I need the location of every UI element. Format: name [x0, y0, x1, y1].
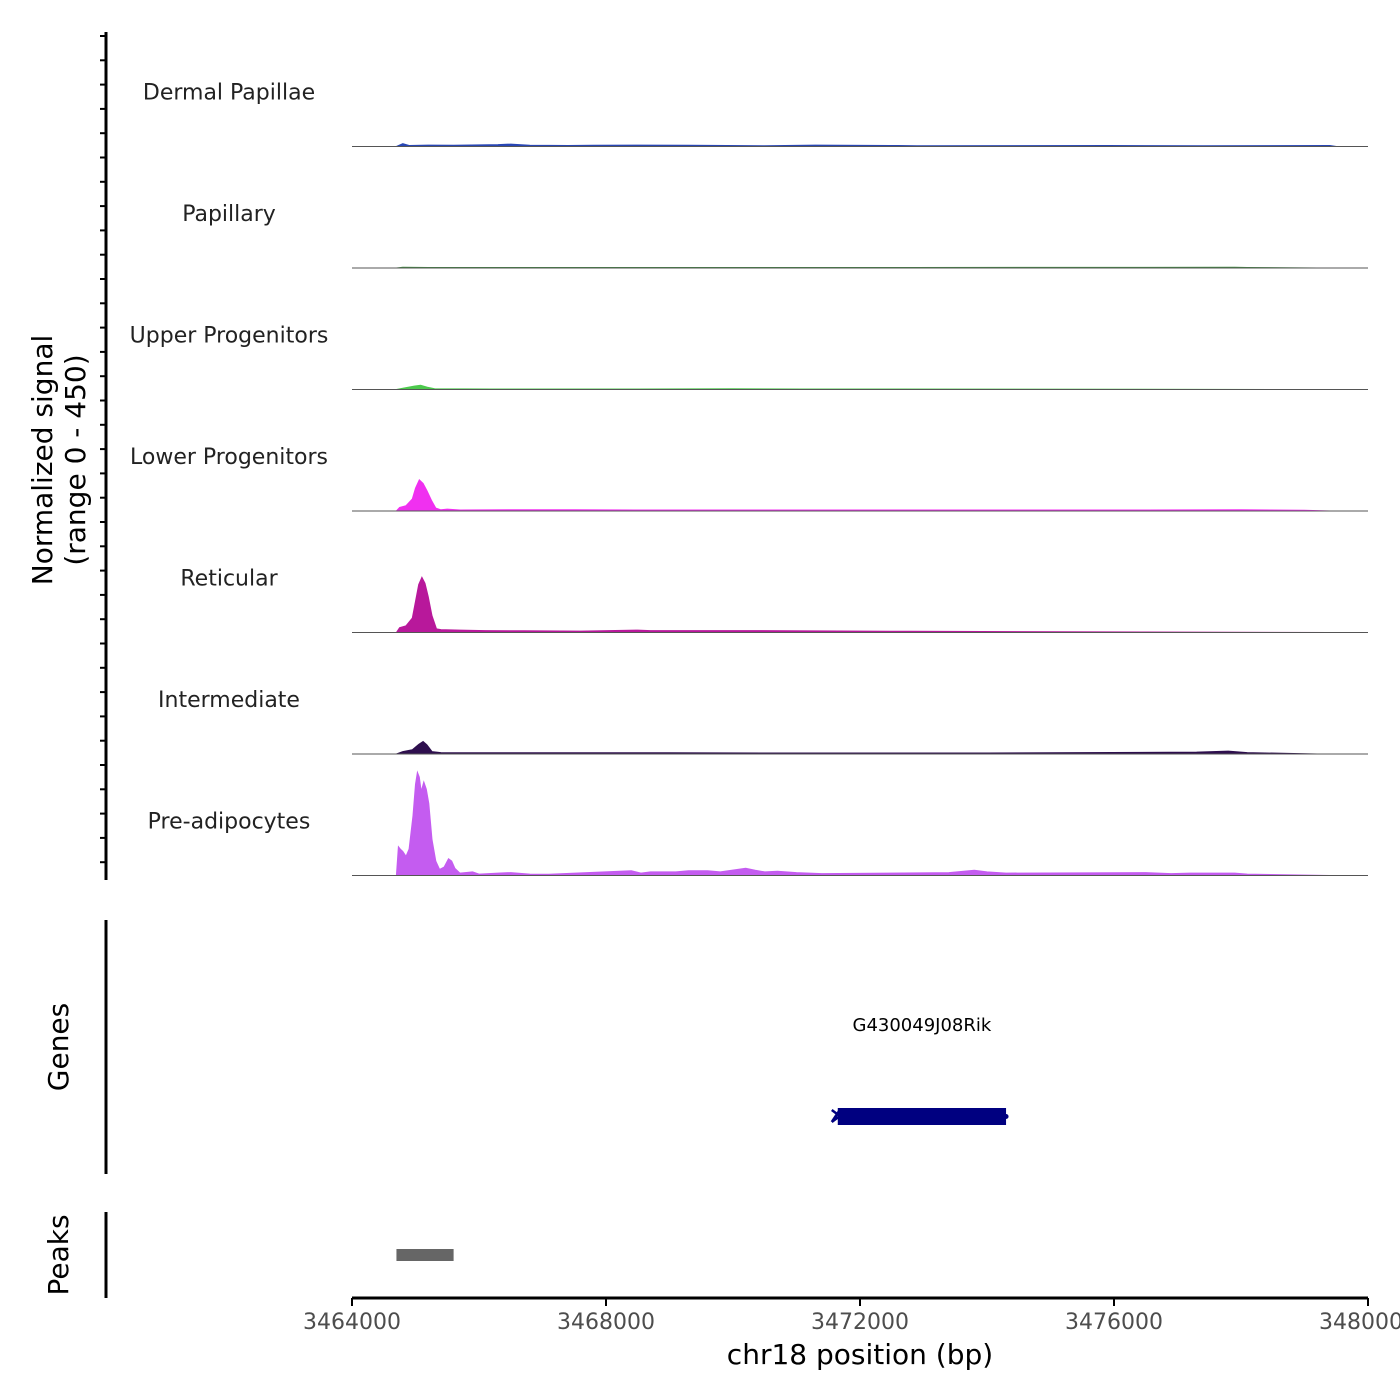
coverage-area	[395, 576, 1330, 633]
gene-end-marker	[1003, 1114, 1009, 1119]
coverage-area	[396, 384, 1318, 390]
gene: G430049J08Rik	[830, 1015, 1009, 1125]
x-axis-title: chr18 position (bp)	[727, 1338, 993, 1371]
track-dermal-papillae: Dermal Papillae	[143, 81, 1368, 147]
genes-panel-title: Genes	[42, 1003, 75, 1091]
y-axis-title: Normalized signal (range 0 - 450)	[26, 335, 92, 586]
strand-arrow-icon	[830, 1109, 842, 1123]
peak-regions	[396, 1249, 454, 1261]
track-upper-progenitors: Upper Progenitors	[130, 324, 1368, 390]
coverage-area	[395, 478, 1330, 512]
gene-label: G430049J08Rik	[853, 1015, 992, 1036]
track-intermediate: Intermediate	[158, 688, 1368, 755]
y-axis-title-line2: (range 0 - 450)	[59, 354, 92, 565]
peaks-panel-title: Peaks	[42, 1214, 75, 1295]
x-tick-label: 3476000	[1065, 1310, 1163, 1335]
x-tick-label: 3464000	[303, 1310, 401, 1335]
coverage-axis-ticks	[100, 35, 106, 864]
x-tick-label: 3480000	[1319, 1310, 1400, 1335]
track-label: Papillary	[182, 202, 276, 227]
track-pre-adipocytes: Pre-adipocytes	[148, 770, 1368, 876]
track-papillary: Papillary	[182, 202, 1368, 269]
track-label: Reticular	[180, 567, 278, 592]
x-axis-ticks: 3464000 3468000 3472000 3476000 3480000	[303, 1298, 1400, 1335]
track-label: Dermal Papillae	[143, 81, 315, 106]
track-label: Pre-adipocytes	[148, 810, 311, 835]
gene-annotations: G430049J08Rik	[830, 1015, 1009, 1125]
track-label: Upper Progenitors	[130, 324, 329, 349]
track-lower-progenitors: Lower Progenitors	[130, 445, 1368, 512]
y-axis-title-line1: Normalized signal	[26, 335, 59, 586]
x-tick-label: 3472000	[811, 1310, 909, 1335]
coverage-area	[396, 143, 1337, 147]
track-label: Intermediate	[158, 688, 300, 713]
track-reticular: Reticular	[180, 567, 1368, 633]
peak-bar	[396, 1249, 454, 1261]
coverage-area	[396, 740, 1318, 755]
coverage-area	[395, 770, 1330, 876]
x-tick-label: 3468000	[557, 1310, 655, 1335]
coverage-tracks: Dermal Papillae Papillary Upper Progenitor…	[130, 81, 1368, 876]
track-label: Lower Progenitors	[130, 445, 328, 470]
gene-body	[837, 1108, 1007, 1125]
